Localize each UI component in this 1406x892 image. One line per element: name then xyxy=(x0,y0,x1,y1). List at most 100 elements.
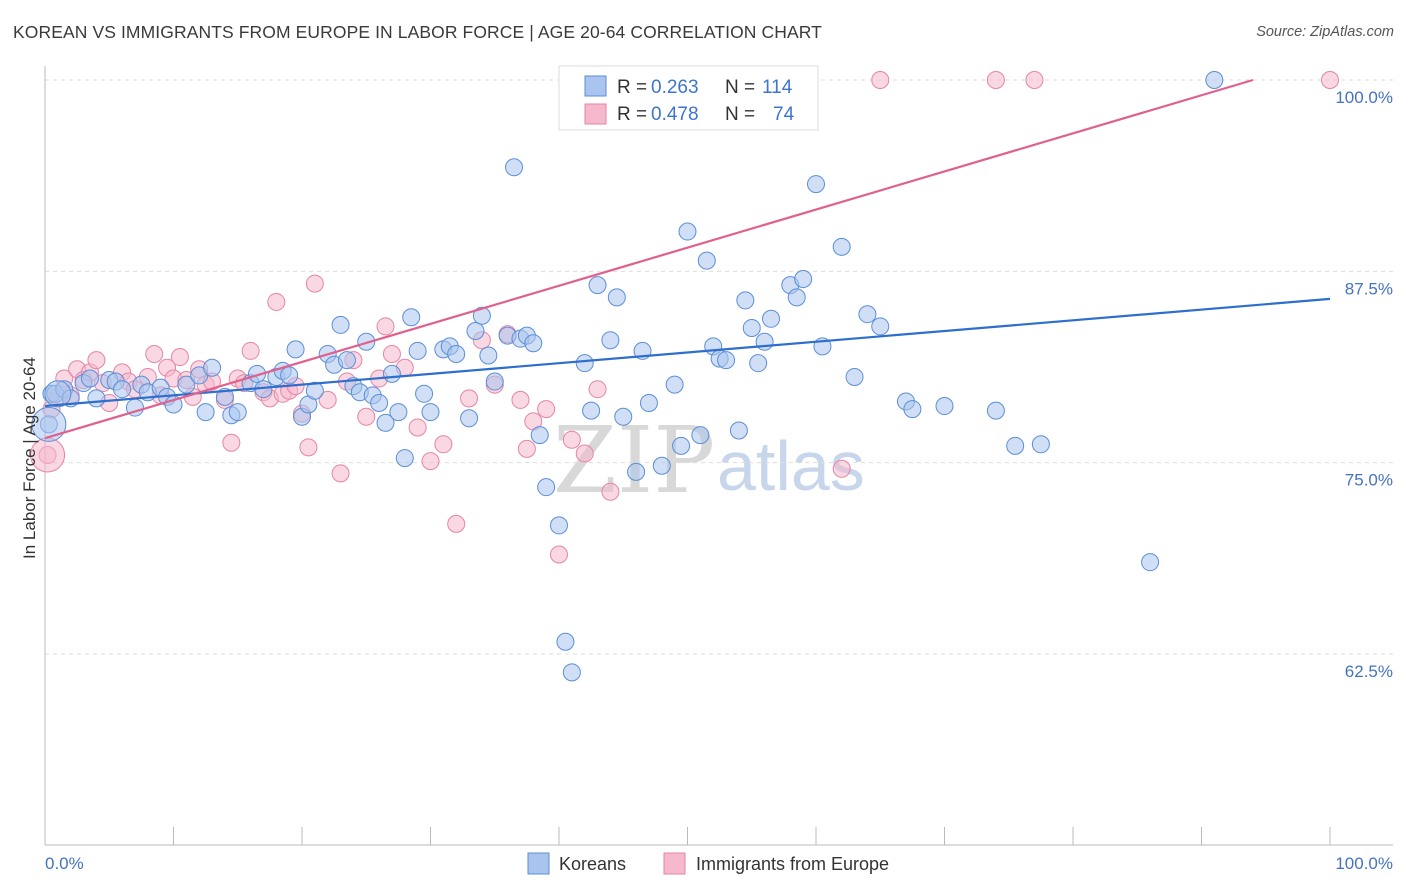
data-point xyxy=(171,349,188,366)
data-point xyxy=(1032,436,1049,453)
trendline-immigrants-from-europe xyxy=(45,80,1253,438)
data-point xyxy=(242,342,259,359)
data-point xyxy=(859,306,876,323)
data-point xyxy=(1142,554,1159,571)
data-point xyxy=(698,252,715,269)
data-point xyxy=(551,517,568,534)
data-point xyxy=(872,318,889,335)
y-axis-label: In Labor Force | Age 20-64 xyxy=(20,357,39,559)
trendline-koreans xyxy=(45,299,1330,406)
data-point xyxy=(448,515,465,532)
data-point xyxy=(1206,72,1223,89)
data-point xyxy=(1007,437,1024,454)
data-point xyxy=(589,277,606,294)
y-tick-label: 100.0% xyxy=(1335,88,1393,107)
y-tick-labels: 62.5% 75.0% 87.5% 100.0% xyxy=(1335,88,1393,681)
data-point xyxy=(743,319,760,336)
data-point xyxy=(114,381,131,398)
data-point xyxy=(737,292,754,309)
data-point xyxy=(846,368,863,385)
legend-r-value: 0.263 xyxy=(651,77,699,98)
data-point-cluster xyxy=(45,381,71,407)
bottom-legend-label-koreans: Koreans xyxy=(559,854,626,874)
data-point xyxy=(987,72,1004,89)
data-point xyxy=(268,293,285,310)
legend-n-value: 114 xyxy=(762,77,793,98)
data-point xyxy=(88,390,105,407)
data-point xyxy=(756,333,773,350)
bottom-legend: Koreans Immigrants from Europe xyxy=(528,853,889,874)
data-point xyxy=(750,355,767,372)
data-point xyxy=(81,370,98,387)
data-point xyxy=(679,223,696,240)
data-point xyxy=(602,483,619,500)
data-point xyxy=(518,440,535,457)
data-point xyxy=(332,316,349,333)
legend-r-label: R = xyxy=(617,77,647,98)
bottom-legend-swatch-koreans xyxy=(528,853,549,874)
data-point xyxy=(461,390,478,407)
data-point xyxy=(904,401,921,418)
y-tick-label: 75.0% xyxy=(1345,471,1393,490)
data-point xyxy=(358,408,375,425)
data-point xyxy=(396,450,413,467)
data-point xyxy=(287,341,304,358)
data-point xyxy=(461,410,478,427)
data-point xyxy=(615,408,632,425)
data-point xyxy=(506,159,523,176)
y-tick-label: 87.5% xyxy=(1345,279,1393,298)
scatter-chart: ZIP atlas In Labor Force | Age 20-64 0.0… xyxy=(0,0,1406,892)
legend-box: R = 0.263 N = 114 R = 0.478 N = 74 xyxy=(559,66,818,130)
data-point xyxy=(422,404,439,421)
data-point xyxy=(673,437,690,454)
data-point xyxy=(197,404,214,421)
data-point xyxy=(692,427,709,444)
data-point xyxy=(589,381,606,398)
legend-swatch-koreans xyxy=(585,76,606,96)
data-point xyxy=(557,633,574,650)
data-point xyxy=(332,465,349,482)
data-point xyxy=(551,546,568,563)
data-point xyxy=(448,345,465,362)
watermark-zip: ZIP xyxy=(553,407,715,514)
data-point xyxy=(525,335,542,352)
series-koreans xyxy=(32,72,1223,681)
y-tick-label: 62.5% xyxy=(1345,662,1393,681)
data-point xyxy=(653,457,670,474)
data-point xyxy=(833,460,850,477)
data-point xyxy=(583,402,600,419)
data-point xyxy=(872,72,889,89)
data-point xyxy=(88,352,105,369)
data-point xyxy=(936,398,953,415)
data-point xyxy=(531,427,548,444)
data-point xyxy=(563,664,580,681)
data-point xyxy=(666,376,683,393)
x-tick-label-min: 0.0% xyxy=(45,854,84,873)
data-point xyxy=(306,275,323,292)
data-point xyxy=(403,309,420,326)
data-point xyxy=(602,332,619,349)
data-point xyxy=(763,310,780,327)
legend-n-value: 74 xyxy=(773,104,795,125)
bottom-legend-swatch-immigrants xyxy=(664,853,685,874)
data-point xyxy=(486,373,503,390)
bottom-legend-label-immigrants: Immigrants from Europe xyxy=(696,854,889,874)
data-point xyxy=(808,176,825,193)
x-tick-label-max: 100.0% xyxy=(1335,854,1393,873)
data-point xyxy=(640,394,657,411)
data-point xyxy=(987,402,1004,419)
data-point xyxy=(422,453,439,470)
data-point xyxy=(833,238,850,255)
legend-n-label: N = xyxy=(725,77,755,98)
data-point xyxy=(409,419,426,436)
data-point xyxy=(223,434,240,451)
data-point xyxy=(229,404,246,421)
data-point xyxy=(416,385,433,402)
data-point xyxy=(576,355,593,372)
data-point xyxy=(467,323,484,340)
data-point xyxy=(371,394,388,411)
data-point xyxy=(576,445,593,462)
data-point xyxy=(1322,72,1339,89)
data-point xyxy=(409,342,426,359)
data-point xyxy=(383,345,400,362)
